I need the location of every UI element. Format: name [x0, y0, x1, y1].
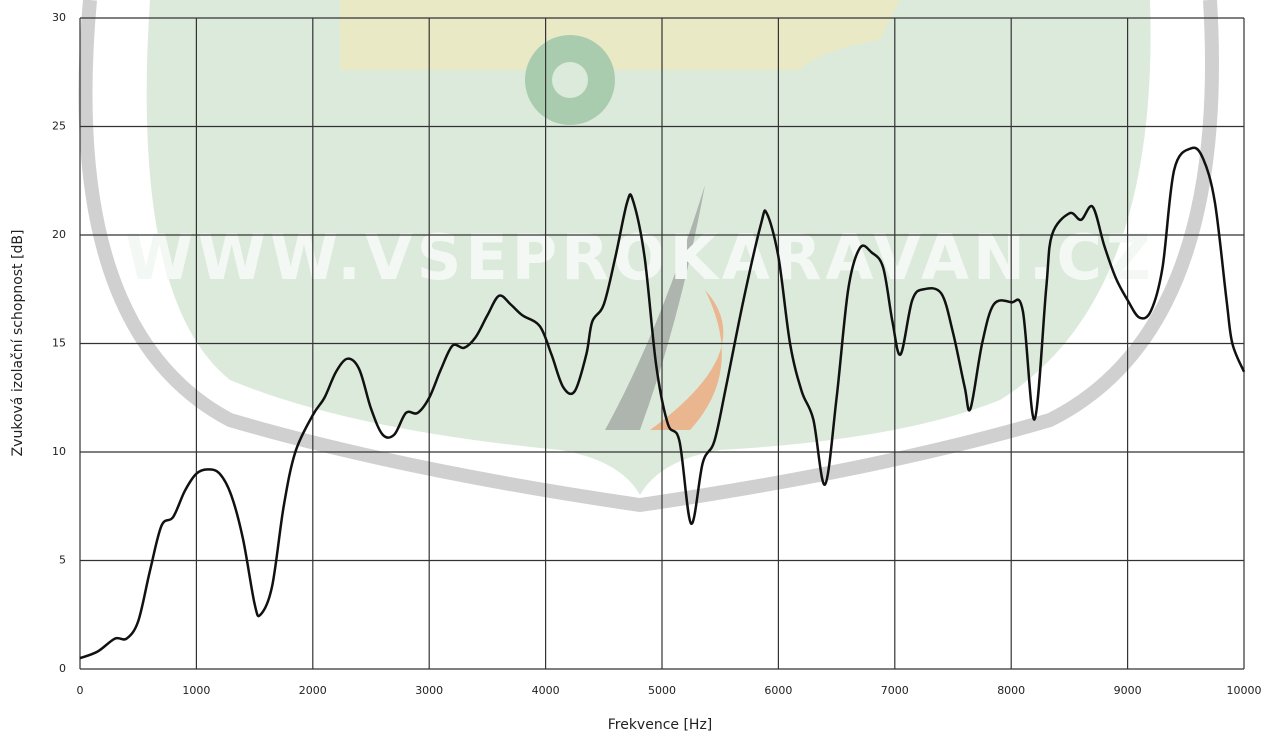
- x-tick-label: 0: [77, 684, 84, 697]
- x-tick-label: 1000: [182, 684, 210, 697]
- watermark-leaf: [650, 290, 724, 430]
- data-line: [79, 146, 1246, 660]
- watermark-hub: [552, 62, 588, 98]
- x-tick-label: 3000: [415, 684, 443, 697]
- y-tick-label: 30: [52, 11, 66, 24]
- x-tick-label: 5000: [648, 684, 676, 697]
- y-tick-label: 5: [59, 554, 66, 567]
- watermark-shape: [146, 0, 1151, 495]
- x-tick-label: 4000: [532, 684, 560, 697]
- watermark-leaf: [605, 185, 705, 430]
- x-tick-label: 9000: [1114, 684, 1142, 697]
- x-tick-label: 7000: [881, 684, 909, 697]
- x-tick-label: 6000: [764, 684, 792, 697]
- y-tick-label: 15: [52, 337, 66, 350]
- watermark-arc: [78, 0, 1219, 513]
- x-tick-label: 10000: [1227, 684, 1262, 697]
- watermark-text: WWW.VSEPROKARAVAN.CZ: [125, 221, 1155, 294]
- x-tick-label: 2000: [299, 684, 327, 697]
- y-tick-label: 0: [59, 662, 66, 675]
- y-tick-label: 25: [52, 120, 66, 133]
- watermark-logo: WWW.VSEPROKARAVAN.CZ: [78, 0, 1219, 513]
- y-axis-label: Zvuková izolační schopnost [dB]: [10, 230, 26, 457]
- x-axis-label: Frekvence [Hz]: [608, 717, 713, 733]
- x-tick-label: 8000: [997, 684, 1025, 697]
- y-tick-label: 10: [52, 445, 66, 458]
- y-tick-label: 20: [52, 228, 66, 241]
